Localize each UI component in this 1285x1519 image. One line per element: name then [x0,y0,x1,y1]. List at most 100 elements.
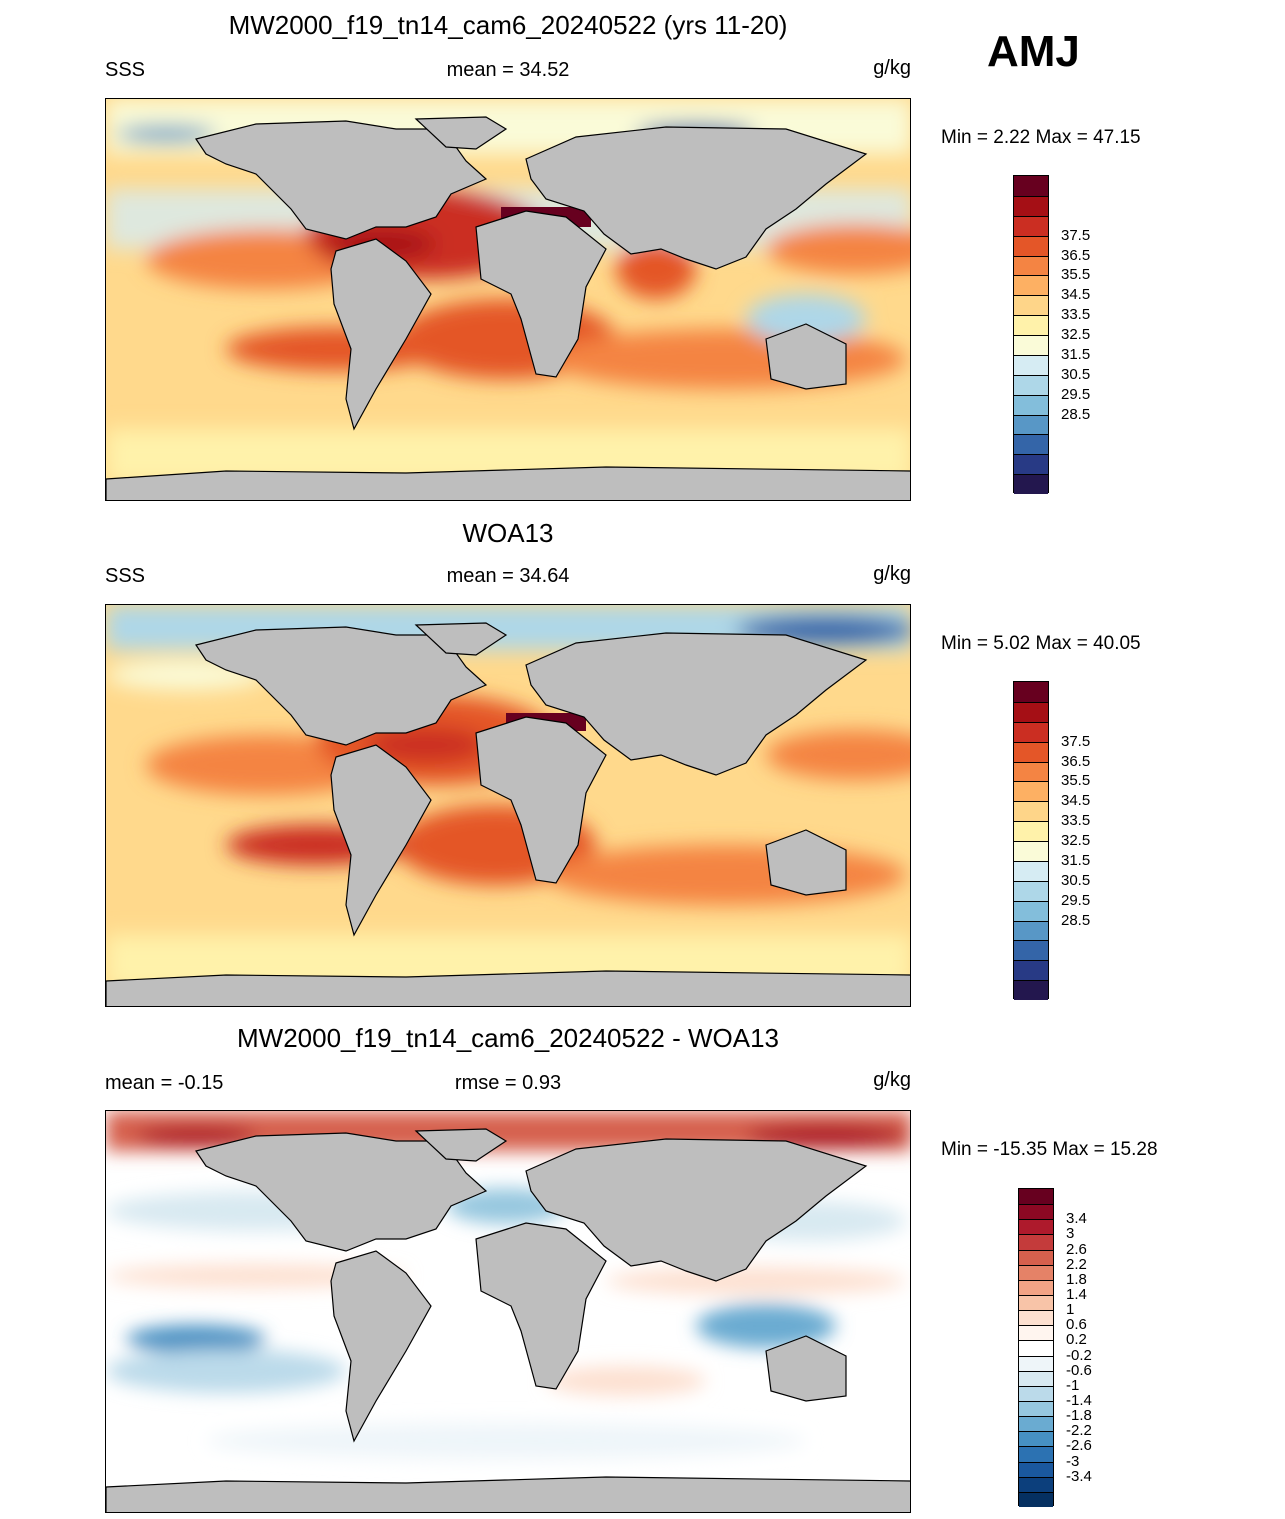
colorbar-tick-label: 0.6 [1066,1316,1087,1334]
colorbar-tick-label: 33.5 [1061,306,1091,324]
rmse-label: rmse = 0.93 [454,1072,562,1094]
panel-title: MW2000_f19_tn14_cam6_20240522 - WOA13 [236,1023,780,1053]
colorbar-cell [1014,860,1048,881]
colorbar-tick-label: 3 [1066,1225,1075,1243]
colorbar-cell [1014,474,1048,494]
colorbar-tick-label: 36.5 [1061,246,1091,264]
colorbar: 37.5 36.5 35.5 34.5 33.5 32.5 31.5 30.5 29.5 28.5 [1013,175,1163,494]
colorbar-tick-label: 1.8 [1066,1270,1087,1288]
colorbar-tick-label: -0.6 [1066,1361,1092,1379]
colorbar-cell [1019,1401,1053,1417]
colorbar-tick-label: 30.5 [1061,871,1091,889]
colorbar-cell [1014,940,1048,961]
colorbar-box [1013,175,1049,494]
colorbar-cell [1014,255,1048,276]
mean-label: mean = 34.52 [446,59,570,81]
colorbar-tick-label: 30.5 [1061,365,1091,383]
colorbar-tick-label: 29.5 [1061,385,1091,403]
colorbar-cell [1014,275,1048,296]
colorbar-cell [1019,1279,1053,1295]
colorbar-cell [1014,980,1048,1000]
colorbar: 37.5 36.5 35.5 34.5 33.5 32.5 31.5 30.5 29.5 28.5 [1013,681,1163,1000]
colorbar-cell [1019,1340,1053,1356]
colorbar-cell [1014,960,1048,981]
colorbar-cell [1014,394,1048,415]
mean-label: mean = -0.15 [105,1072,224,1094]
colorbar-cell [1019,1461,1053,1477]
units-label: g/kg [873,563,911,585]
colorbar-cell [1014,920,1048,941]
colorbar-cell [1014,295,1048,316]
colorbar-cell [1014,721,1048,742]
colorbar-tick-label: 2.6 [1066,1240,1087,1258]
colorbar-tick-label: -3.4 [1066,1467,1092,1485]
colorbar-tick-label: 37.5 [1061,732,1091,750]
colorbar-tick-label: -3 [1066,1452,1080,1470]
colorbar-tick-label: -2.2 [1066,1422,1092,1440]
colorbar-cell [1019,1249,1053,1265]
variable-label: SSS [105,59,146,81]
colorbar-cell [1019,1385,1053,1401]
colorbar-tick-label: 34.5 [1061,286,1091,304]
colorbar-cell [1014,374,1048,395]
map-observation [105,604,911,1007]
colorbar: 3.4 3 2.6 2.2 1.8 1.4 1 0.6 0.2 -0.2 -0.6 -1 -1.4 -1.… [1018,1188,1168,1507]
colorbar-cell [1014,414,1048,435]
colorbar-tick-label: -1.4 [1066,1392,1092,1409]
colorbar-tick-label: 37.5 [1061,226,1091,244]
colorbar-cell [1019,1189,1053,1205]
colorbar-cell [1019,1204,1053,1220]
colorbar-cell [1014,900,1048,921]
panel-title: WOA13 [462,518,554,548]
colorbar-cell [1019,1370,1053,1386]
colorbar-cell [1019,1234,1053,1250]
colorbar-cell [1019,1491,1053,1507]
minmax-label: Min = 2.22 Max = 47.15 [941,127,1141,148]
colorbar-box [1018,1188,1054,1507]
colorbar-tick-label: 34.5 [1061,792,1091,810]
colorbar-tick-label: 3.4 [1066,1210,1087,1228]
colorbar-tick-label: 1.4 [1066,1286,1087,1303]
minmax-label: Min = -15.35 Max = 15.28 [941,1139,1158,1160]
colorbar-tick-label: 28.5 [1061,911,1091,929]
colorbar-tick-label: 33.5 [1061,812,1091,830]
difference-map [106,1111,910,1512]
colorbar-cell [1019,1219,1053,1235]
colorbar-tick-label: 2.2 [1066,1255,1087,1273]
colorbar-cell [1014,335,1048,355]
colorbar-cell [1019,1431,1053,1447]
colorbar-cell [1019,1416,1053,1432]
colorbar-cell [1014,454,1048,475]
colorbar-tick-label: 35.5 [1061,266,1091,284]
colorbar-cell [1014,701,1048,722]
colorbar-cell [1019,1310,1053,1326]
colorbar-cell [1014,801,1048,822]
panel-title: MW2000_f19_tn14_cam6_20240522 (yrs 11-20… [228,10,788,40]
colorbar-cell [1014,682,1048,702]
colorbar-box [1013,681,1049,1000]
colorbar-cell [1014,315,1048,335]
colorbar-cell [1014,841,1048,861]
colorbar-cell [1014,821,1048,841]
map-model [105,98,911,501]
colorbar-tick-label: -1 [1066,1376,1080,1394]
colorbar-tick-label: 29.5 [1061,891,1091,909]
colorbar-cell [1014,195,1048,216]
season-label: AMJ [987,27,1080,76]
colorbar-cell [1014,781,1048,802]
colorbar-tick-label: 35.5 [1061,772,1091,790]
colorbar-cell [1019,1446,1053,1462]
colorbar-tick-label: 28.5 [1061,405,1091,423]
colorbar-cell [1014,215,1048,236]
colorbar-cell [1019,1476,1053,1492]
colorbar-tick-label: 0.2 [1066,1331,1087,1349]
colorbar-cell [1019,1325,1053,1341]
colorbar-tick-label: 31.5 [1061,345,1091,363]
colorbar-tick-label: -2.6 [1066,1437,1092,1455]
colorbar-tick-label: -0.2 [1066,1346,1092,1364]
colorbar-tick-label: 31.5 [1061,851,1091,869]
colorbar-tick-label: -1.8 [1066,1407,1092,1425]
mean-label: mean = 34.64 [446,565,570,587]
colorbar-cell [1014,761,1048,782]
variable-label: SSS [105,565,146,587]
